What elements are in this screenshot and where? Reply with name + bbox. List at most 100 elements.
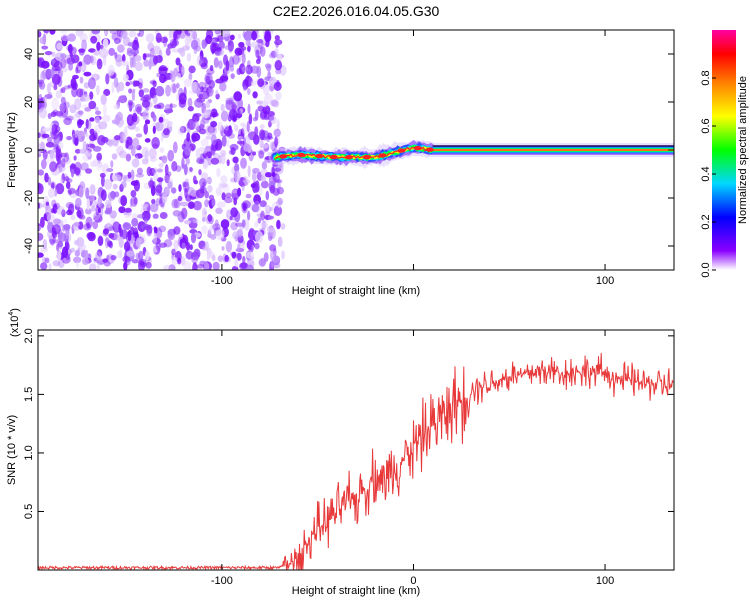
noise-blob <box>63 117 72 126</box>
noise-blob <box>83 71 92 77</box>
noise-blob <box>234 222 244 227</box>
noise-blob <box>74 161 82 174</box>
noise-blob <box>146 166 152 177</box>
noise-blob <box>264 63 272 69</box>
noise-blob <box>210 157 220 165</box>
noise-blob <box>129 198 133 208</box>
noise-blob <box>276 219 281 230</box>
noise-blob <box>127 171 132 179</box>
noise-blob <box>187 97 193 108</box>
noise-blob <box>209 65 214 72</box>
signal-band <box>274 146 674 160</box>
noise-blob <box>175 57 181 66</box>
noise-blob <box>216 35 224 43</box>
noise-blob <box>183 219 191 225</box>
noise-blob <box>75 30 84 37</box>
noise-blob <box>130 226 135 235</box>
noise-blob <box>159 67 168 72</box>
noise-blob <box>243 30 253 42</box>
noise-blob <box>225 240 233 253</box>
noise-blob <box>229 215 233 221</box>
noise-blob <box>259 200 267 208</box>
noise-blob <box>191 81 198 91</box>
noise-blob <box>149 47 155 57</box>
noise-blob <box>184 187 188 199</box>
noise-blob <box>189 244 193 251</box>
noise-blob <box>156 72 161 78</box>
noise-blob <box>114 174 122 182</box>
noise-blob <box>181 242 186 249</box>
noise-blob <box>186 123 190 129</box>
noise-blob <box>274 167 282 172</box>
noise-blob <box>220 47 225 55</box>
noise-blob <box>38 132 41 138</box>
noise-blob <box>196 264 205 269</box>
noise-blob <box>261 161 268 170</box>
noise-blob <box>167 181 173 189</box>
noise-blob <box>163 127 170 136</box>
noise-blob <box>276 179 283 184</box>
noise-blob <box>152 94 158 105</box>
noise-blob <box>254 221 259 228</box>
noise-blob <box>184 178 190 188</box>
noise-blob <box>158 116 164 123</box>
noise-blob <box>215 228 225 240</box>
noise-blob <box>153 55 158 65</box>
noise-blob <box>85 143 90 150</box>
noise-blob <box>59 30 68 35</box>
noise-blob <box>144 250 150 261</box>
noise-blob <box>227 129 232 137</box>
noise-blob <box>144 138 151 143</box>
noise-blob <box>152 232 157 244</box>
noise-blob <box>230 221 238 231</box>
noise-blob <box>220 219 230 229</box>
noise-blob <box>75 197 82 208</box>
noise-blob <box>52 260 61 267</box>
noise-blob <box>40 70 46 82</box>
noise-blob <box>254 109 259 121</box>
noise-blob <box>148 180 155 188</box>
noise-blob <box>186 132 191 143</box>
noise-blob <box>91 30 100 35</box>
noise-blob <box>191 251 200 261</box>
noise-blob <box>38 93 43 102</box>
noise-blob <box>269 206 273 212</box>
x-tick-label: 100 <box>596 575 614 587</box>
noise-blob <box>48 263 52 270</box>
noise-blob <box>204 210 207 215</box>
noise-blob <box>144 119 151 125</box>
noise-blob <box>70 193 77 198</box>
noise-blob <box>247 165 251 178</box>
noise-blob <box>249 199 254 210</box>
noise-blob <box>274 35 280 41</box>
noise-blob <box>252 167 260 174</box>
noise-blob <box>201 207 207 219</box>
noise-blob <box>187 201 195 209</box>
noise-blob <box>273 128 281 137</box>
noise-blob <box>163 104 170 111</box>
noise-blob <box>212 261 220 270</box>
noise-blob <box>268 120 272 128</box>
noise-blob <box>211 134 217 146</box>
noise-speckle <box>38 30 287 270</box>
noise-blob <box>142 88 150 93</box>
noise-blob <box>79 148 86 154</box>
noise-blob <box>198 81 207 90</box>
noise-blob <box>71 168 74 178</box>
noise-blob <box>38 232 44 241</box>
figure-title: C2E2.2026.016.04.05.G30 <box>273 3 440 19</box>
noise-blob <box>242 124 249 135</box>
noise-blob <box>190 39 199 50</box>
noise-blob <box>75 261 80 269</box>
noise-blob <box>220 156 225 162</box>
noise-blob <box>217 201 226 208</box>
noise-blob <box>237 135 244 141</box>
noise-blob <box>134 126 140 132</box>
noise-blob <box>114 114 121 126</box>
noise-blob <box>132 137 140 149</box>
spectrogram-x-ticks: -100 100 <box>211 30 614 287</box>
signal-knot <box>378 153 387 158</box>
noise-blob <box>240 122 245 127</box>
noise-blob <box>234 257 239 267</box>
noise-blob <box>90 35 98 44</box>
